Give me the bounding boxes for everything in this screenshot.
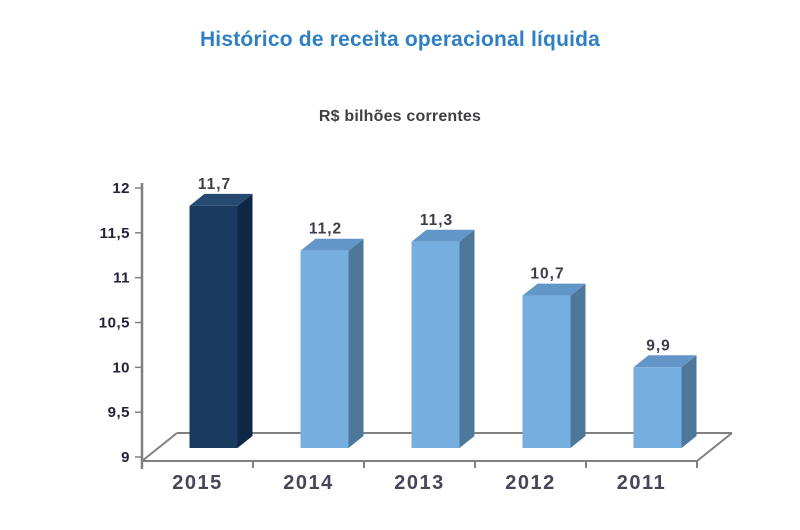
x-axis-label-2015: 2015 [172,472,223,494]
bar-top-face-2013 [411,229,475,242]
y-axis-label: 9,5 [108,404,130,421]
bar-top-face-2012 [522,283,586,296]
x-axis-label-2014: 2014 [283,472,334,494]
y-axis-label: 10,5 [99,315,130,332]
bar-side-face-2014 [348,238,364,448]
bar-top-face-2015 [189,193,253,206]
y-axis-label: 11 [113,270,130,287]
chart-title: Histórico de receita operacional líquida [199,28,601,51]
bar-value-label-2015: 11,7 [198,176,231,193]
bar-value-label-2011: 9,9 [646,337,671,354]
x-axis-label-2012: 2012 [505,472,556,494]
x-axis-label-2013: 2013 [394,472,445,494]
y-axis-label: 10 [112,359,130,376]
bar-2011 [633,367,682,448]
bar-side-face-2015 [237,193,253,448]
bar-side-face-2012 [570,283,586,448]
bar-top-face-2014 [300,238,364,251]
y-axis-label: 11,5 [100,225,130,242]
bar-2015 [189,205,238,448]
bar-value-label-2012: 10,7 [530,266,564,283]
bar-side-face-2011 [681,355,697,448]
bar-top-face-2011 [633,355,697,368]
bar-2014 [300,250,349,448]
bar-value-label-2014: 11,2 [309,221,342,238]
bar-2012 [522,295,571,448]
chart-subtitle: R$ bilhões correntes [318,108,482,125]
bar-2013 [411,241,460,448]
y-axis-label: 12 [112,180,130,197]
bar-value-label-2013: 11,3 [420,212,453,229]
bar-side-face-2013 [459,229,475,448]
floor-front-edge [141,432,733,462]
x-axis-label-2011: 2011 [617,472,666,494]
y-axis-label: 9 [121,449,130,466]
